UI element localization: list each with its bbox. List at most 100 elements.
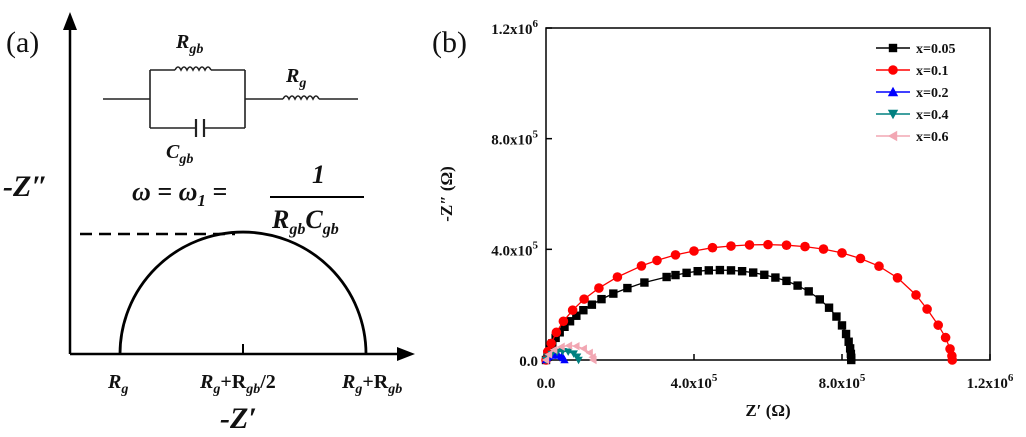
data-point: [567, 305, 578, 316]
data-point: [640, 278, 649, 287]
x-tick-label: 1.2x106: [967, 372, 1014, 392]
data-point: [715, 265, 725, 275]
data-point: [771, 273, 780, 282]
schematic-tick-half: Rg+Rgb/2: [199, 371, 276, 397]
data-point: [844, 337, 853, 346]
data-point: [671, 270, 680, 280]
data-point: [947, 355, 958, 365]
y-tick-label: 8.0x105: [491, 129, 538, 149]
data-point: [585, 348, 593, 358]
x-axis-title: Z′ (Ω): [745, 401, 790, 420]
data-point: [579, 294, 589, 304]
data-point: [804, 287, 813, 296]
data-point: [609, 289, 618, 298]
series-line: [545, 269, 852, 361]
data-point: [572, 341, 580, 351]
data-point: [544, 350, 553, 359]
equation-numerator: 1: [312, 160, 325, 189]
legend-label: x=0.2: [916, 86, 948, 101]
chart-legend: x=0.05 x=0.1 x=0.2 x=0.4 x=0.6: [876, 42, 955, 145]
data-point: [782, 276, 791, 286]
data-point: [564, 341, 573, 350]
equation-denominator: RgbCgb: [271, 205, 339, 238]
label-c-gb: Cgb: [166, 141, 193, 167]
data-point: [847, 355, 856, 365]
panel-b-label: (b): [432, 26, 467, 59]
data-point: [763, 239, 773, 250]
label-r-gb: Rgb: [175, 31, 203, 57]
data-point: [589, 355, 597, 365]
legend-entry: x=0.4: [876, 108, 948, 123]
data-point: [940, 332, 951, 343]
series-line: [545, 243, 953, 361]
y-tick-label: 4.0x105: [491, 239, 538, 259]
data-point: [689, 246, 699, 256]
data-point: [911, 290, 921, 300]
data-point: [560, 322, 569, 331]
data-point: [574, 356, 583, 365]
data-point: [682, 268, 691, 278]
data-point: [704, 266, 713, 275]
data-point: [737, 266, 747, 276]
x-tick-label: 4.0x105: [671, 372, 718, 392]
series-x=0.6: [541, 341, 597, 365]
legend-entry: x=0.1: [876, 64, 948, 79]
data-point: [579, 306, 588, 315]
equivalent-circuit: [103, 66, 358, 137]
panel-a-schematic: (a) Rgb Rg Cgb -Z″: [3, 12, 415, 435]
data-point: [744, 240, 755, 250]
legend-entry: x=0.6: [876, 130, 948, 145]
data-point: [652, 255, 662, 266]
schematic-x-arrow: [397, 347, 415, 361]
data-point: [800, 241, 810, 252]
data-point: [546, 338, 556, 349]
data-point: [572, 311, 581, 320]
schematic-tick-rg: Rg: [107, 371, 128, 397]
legend-label: x=0.6: [916, 130, 948, 145]
data-point: [892, 273, 903, 283]
legend-marker: [888, 65, 898, 75]
data-point: [693, 266, 702, 276]
data-point: [597, 294, 606, 304]
data-point: [557, 342, 565, 351]
data-point: [670, 250, 681, 260]
schematic-y-label: -Z″: [3, 170, 48, 203]
panel-a-label: (a): [6, 26, 39, 59]
schematic-tick-full: Rg+Rgb: [341, 371, 402, 397]
x-tick-label: 0.0: [537, 376, 556, 392]
chart-ticks: 0.0 4.0x105 8.0x105 1.2x106 0.0 4.0x105 8.0x10…: [491, 18, 1014, 392]
data-point: [623, 283, 632, 293]
legend-label: x=0.05: [916, 42, 955, 57]
resistor-rgb-icon: [174, 66, 212, 72]
data-point: [594, 283, 604, 293]
legend-label: x=0.4: [916, 108, 948, 123]
chart-series: [541, 239, 958, 365]
data-point: [793, 281, 802, 290]
equation-lhs: ω = ω1 =: [132, 177, 227, 210]
plot-frame: [545, 27, 991, 361]
data-point: [841, 329, 851, 339]
series-x=0.05: [541, 265, 856, 365]
data-point: [874, 261, 884, 272]
legend-marker: [887, 109, 899, 120]
data-point: [781, 240, 792, 250]
x-tick-label: 8.0x105: [819, 372, 866, 392]
data-point: [922, 304, 932, 314]
data-point: [855, 253, 866, 264]
data-point: [564, 348, 573, 356]
data-point: [832, 312, 841, 321]
data-point: [837, 321, 847, 330]
y-tick-label: 1.2x106: [491, 18, 538, 38]
legend-label: x=0.1: [916, 64, 948, 79]
schematic-semicircle: [118, 230, 368, 355]
data-point: [636, 261, 647, 271]
data-point: [612, 272, 623, 282]
legend-marker: [887, 86, 899, 97]
data-point: [587, 300, 597, 309]
data-point: [558, 316, 569, 327]
data-point: [845, 344, 855, 353]
legend-marker: [888, 43, 898, 53]
data-point: [837, 248, 847, 258]
label-r-g: Rg: [285, 65, 306, 91]
